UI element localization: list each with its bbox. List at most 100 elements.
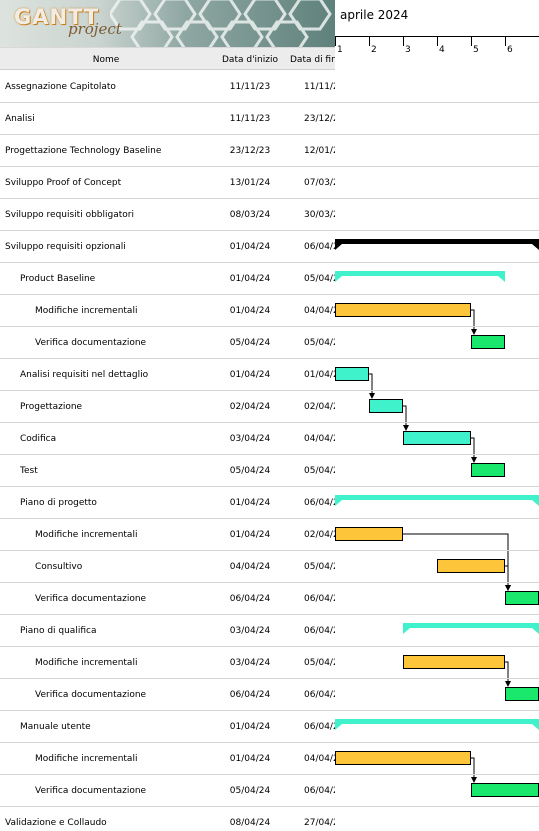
table-row[interactable]: Modifiche incrementali 01/04/24 02/04/24 [0,519,335,551]
task-start-date: 11/11/23 [229,82,271,92]
task-end-date: 05/04/24 [304,274,335,284]
gantt-row-line [335,422,539,423]
task-end-date: 06/04/24 [304,690,335,700]
task-name: Verifica documentazione [35,338,147,348]
task-bar[interactable] [505,687,539,701]
gantt-bars [335,239,539,797]
timeline-tick [437,36,438,46]
task-bar[interactable] [335,527,403,541]
gantt-row-line [335,518,539,519]
task-name: Progettazione [20,402,83,412]
task-bar[interactable] [471,783,539,797]
task-name: Modifiche incrementali [35,658,138,668]
gantt-row-line [335,550,539,551]
table-row[interactable]: Piano di progetto 01/04/24 06/04/24 [0,487,335,519]
table-row[interactable]: Sviluppo requisiti opzionali 01/04/24 06/0… [0,231,335,263]
table-row[interactable]: Assegnazione Capitolato 11/11/23 11/11/23 [0,71,335,103]
task-bar[interactable] [471,335,505,349]
task-start-date: 01/04/24 [229,306,271,316]
table-row[interactable]: Verifica documentazione 06/04/24 06/04/24 [0,679,335,711]
timeline-day-label: 2 [371,45,377,55]
task-name: Test [20,466,38,476]
timeline-day-label: 6 [507,45,513,55]
table-row[interactable]: Validazione e Collaudo 08/04/24 27/04/24 [0,807,335,831]
table-row[interactable]: Verifica documentazione 05/04/24 06/04/24 [0,775,335,807]
task-bar[interactable] [437,559,505,573]
task-bar[interactable] [403,431,471,445]
table-row[interactable]: Modifiche incrementali 03/04/24 05/04/24 [0,647,335,679]
task-end-date: 04/04/24 [304,434,335,444]
task-name: Consultivo [35,562,83,572]
table-row[interactable]: Verifica documentazione 05/04/24 05/04/24 [0,327,335,359]
task-start-date: 03/04/24 [229,658,271,668]
column-header-start[interactable]: Data d'inizio [222,55,278,65]
task-bar[interactable] [335,303,471,317]
table-row[interactable]: Consultivo 04/04/24 05/04/24 [0,551,335,583]
task-name: Codifica [20,434,57,444]
table-row[interactable]: Sviluppo requisiti obbligatori 08/03/24 30… [0,199,335,231]
logo-product: project [68,20,122,38]
task-bar[interactable] [403,655,505,669]
table-row[interactable]: Analisi 11/11/23 23/12/23 [0,103,335,135]
table-row[interactable]: Modifiche incrementali 01/04/24 04/04/24 [0,743,335,775]
gantt-chart-area[interactable] [335,71,539,831]
task-start-date: 05/04/24 [229,466,271,476]
task-name: Analisi [5,114,35,124]
task-bar[interactable] [369,399,403,413]
table-row[interactable]: Verifica documentazione 06/04/24 06/04/24 [0,583,335,615]
task-bar[interactable] [335,367,369,381]
gantt-row-line [335,166,539,167]
gantt-row-line [335,294,539,295]
table-row[interactable]: Product Baseline 01/04/24 05/04/24 [0,263,335,295]
table-row[interactable]: Piano di qualifica 03/04/24 06/04/24 [0,615,335,647]
table-row[interactable]: Progettazione 02/04/24 02/04/24 [0,391,335,423]
column-header-end[interactable]: Data di fine [290,55,335,65]
task-end-date: 05/04/24 [304,562,335,572]
task-name: Sviluppo Proof of Concept [5,178,122,188]
task-bar[interactable] [505,591,539,605]
task-bar[interactable] [471,463,505,477]
task-end-date: 06/04/24 [304,626,335,636]
task-name: Manuale utente [20,722,91,732]
task-end-date: 05/04/24 [304,658,335,668]
gantt-row-line [335,390,539,391]
table-row[interactable]: Modifiche incrementali 01/04/24 04/04/24 [0,295,335,327]
group-bar[interactable] [335,271,505,276]
group-bar-right-cap [498,276,505,282]
table-row[interactable]: Sviluppo Proof of Concept 13/01/24 07/03/2… [0,167,335,199]
task-start-date: 01/04/24 [229,722,271,732]
task-end-date: 06/04/24 [304,722,335,732]
task-name: Sviluppo requisiti opzionali [5,242,126,252]
group-bar[interactable] [335,719,539,724]
table-row[interactable]: Codifica 03/04/24 04/04/24 [0,423,335,455]
summary-bar[interactable] [335,239,539,244]
group-bar[interactable] [335,495,539,500]
task-end-date: 23/12/23 [304,114,335,124]
task-start-date: 04/04/24 [229,562,271,572]
task-start-date: 08/04/24 [229,818,271,828]
table-row[interactable]: Progettazione Technology Baseline 23/12/2… [0,135,335,167]
dependency-arrowhead-icon [471,777,477,783]
task-start-date: 03/04/24 [229,626,271,636]
task-start-date: 01/04/24 [229,754,271,764]
task-start-date: 23/12/23 [229,146,271,156]
group-bar[interactable] [403,623,539,628]
table-row[interactable]: Manuale utente 01/04/24 06/04/24 [0,711,335,743]
dependency-arrowhead-icon [403,425,409,431]
task-end-date: 04/04/24 [304,754,335,764]
task-start-date: 11/11/23 [229,114,271,124]
gantt-row-line [335,102,539,103]
gantt-row-line [335,486,539,487]
table-row[interactable]: Test 05/04/24 05/04/24 [0,455,335,487]
table-row[interactable]: Analisi requisiti nel dettaglio 01/04/24 0… [0,359,335,391]
task-start-date: 02/04/24 [229,402,271,412]
timeline-tick [403,36,404,46]
task-end-date: 01/04/24 [304,370,335,380]
task-bar[interactable] [335,751,471,765]
timeline-day-label: 1 [337,45,343,55]
task-start-date: 06/04/24 [229,690,271,700]
dependency-arrowhead-icon [471,457,477,463]
hexagon-pattern-icon [110,0,332,47]
column-header-name[interactable]: Nome [92,55,120,65]
logo-brand: GANTT [14,5,100,29]
